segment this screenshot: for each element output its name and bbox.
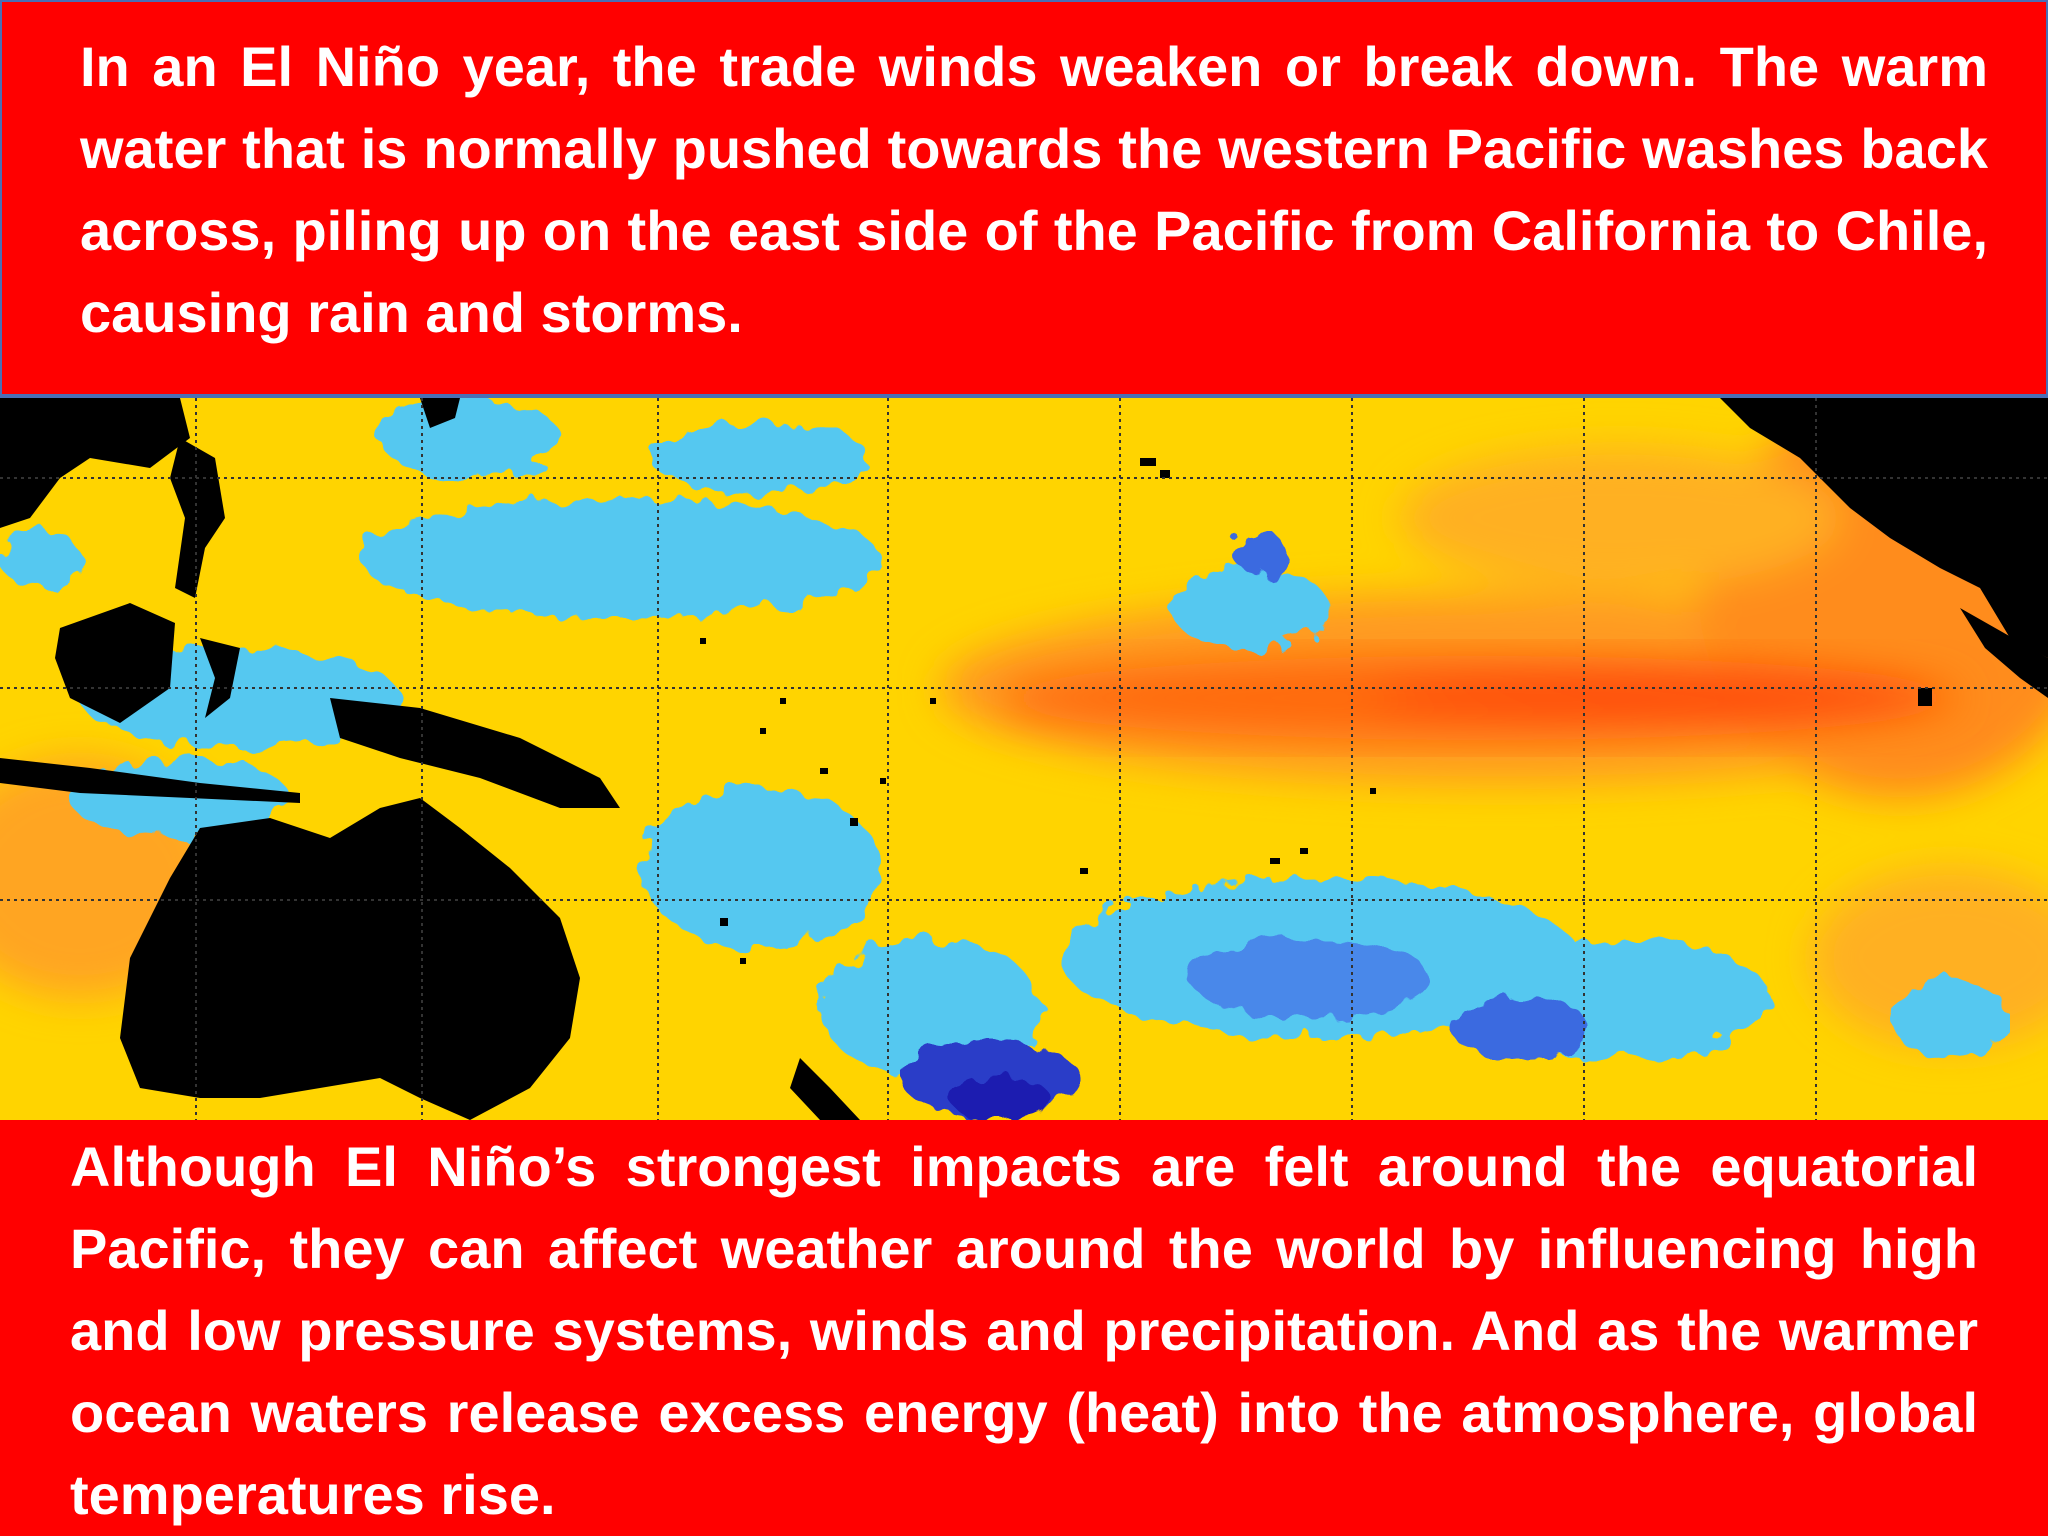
- north-america: [1720, 398, 2048, 658]
- top-text-panel: In an El Niño year, the trade winds weak…: [0, 0, 2048, 398]
- asia-mainland: [0, 398, 190, 528]
- intro-paragraph: In an El Niño year, the trade winds weak…: [80, 35, 1988, 344]
- impacts-paragraph: Although El Niño’s strongest impacts are…: [70, 1135, 1978, 1526]
- hawaii-islands: [1140, 458, 1156, 466]
- sulawesi-island: [200, 638, 240, 718]
- map-grid-lines: [0, 398, 2048, 1120]
- sst-anomaly-map: [0, 398, 2048, 1120]
- equatorial-warm-tongue: [1000, 656, 1960, 740]
- borneo-island: [55, 603, 175, 723]
- land-masses: [0, 398, 2048, 1120]
- japan-islands: [420, 398, 460, 428]
- sst-map-graphic: [0, 398, 2048, 1120]
- new-guinea-island: [330, 698, 620, 808]
- galapagos-islands: [1918, 688, 1932, 706]
- indonesia-chain: [0, 758, 300, 803]
- new-zealand: [790, 1058, 860, 1120]
- bottom-text-panel: Although El Niño’s strongest impacts are…: [0, 1120, 2048, 1536]
- australia-continent: [120, 798, 580, 1120]
- central-america: [1960, 608, 2048, 698]
- cold-anomaly-regions: [900, 531, 1590, 1120]
